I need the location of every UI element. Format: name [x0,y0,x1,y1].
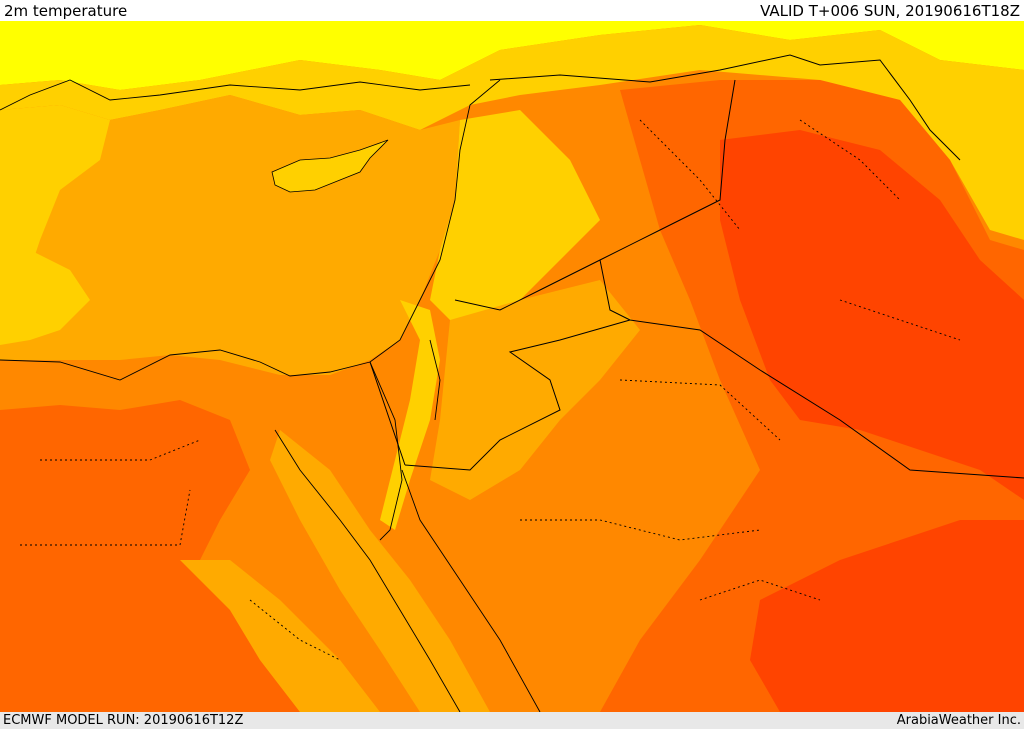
temp-field-north-yellow [0,21,1024,90]
temp-field-east-hotter [720,130,1024,500]
credit: ArabiaWeather Inc. [896,713,1021,728]
footer-bar: ECMWF MODEL RUN: 20190616T12Z ArabiaWeat… [0,712,1024,729]
coastlines [0,79,541,712]
temp-field-redsea [270,430,490,712]
temp-field-egypt-gold-patch [180,560,380,712]
temp-field-sea-southwest [0,240,90,345]
country-borders [369,54,1024,479]
valid-time: VALID T+006 SUN, 20190616T18Z [760,2,1020,20]
temp-field-egypt-hot [0,400,300,712]
admin-boundaries [20,119,961,661]
temp-field-levant-gold [430,110,600,320]
map-title: 2m temperature [4,2,128,20]
temp-field-saudi-hotter [750,520,1024,712]
cyprus-island [271,139,389,193]
map-svg [0,21,1024,712]
temp-field-north-gold [0,25,1024,240]
header-bar: 2m temperature VALID T+006 SUN, 20190616… [0,0,1024,21]
model-run: ECMWF MODEL RUN: 20190616T12Z [3,713,244,728]
temp-field-jordan-gold [430,280,640,500]
temperature-map [0,21,1024,712]
temp-field-aqaba [380,300,440,530]
